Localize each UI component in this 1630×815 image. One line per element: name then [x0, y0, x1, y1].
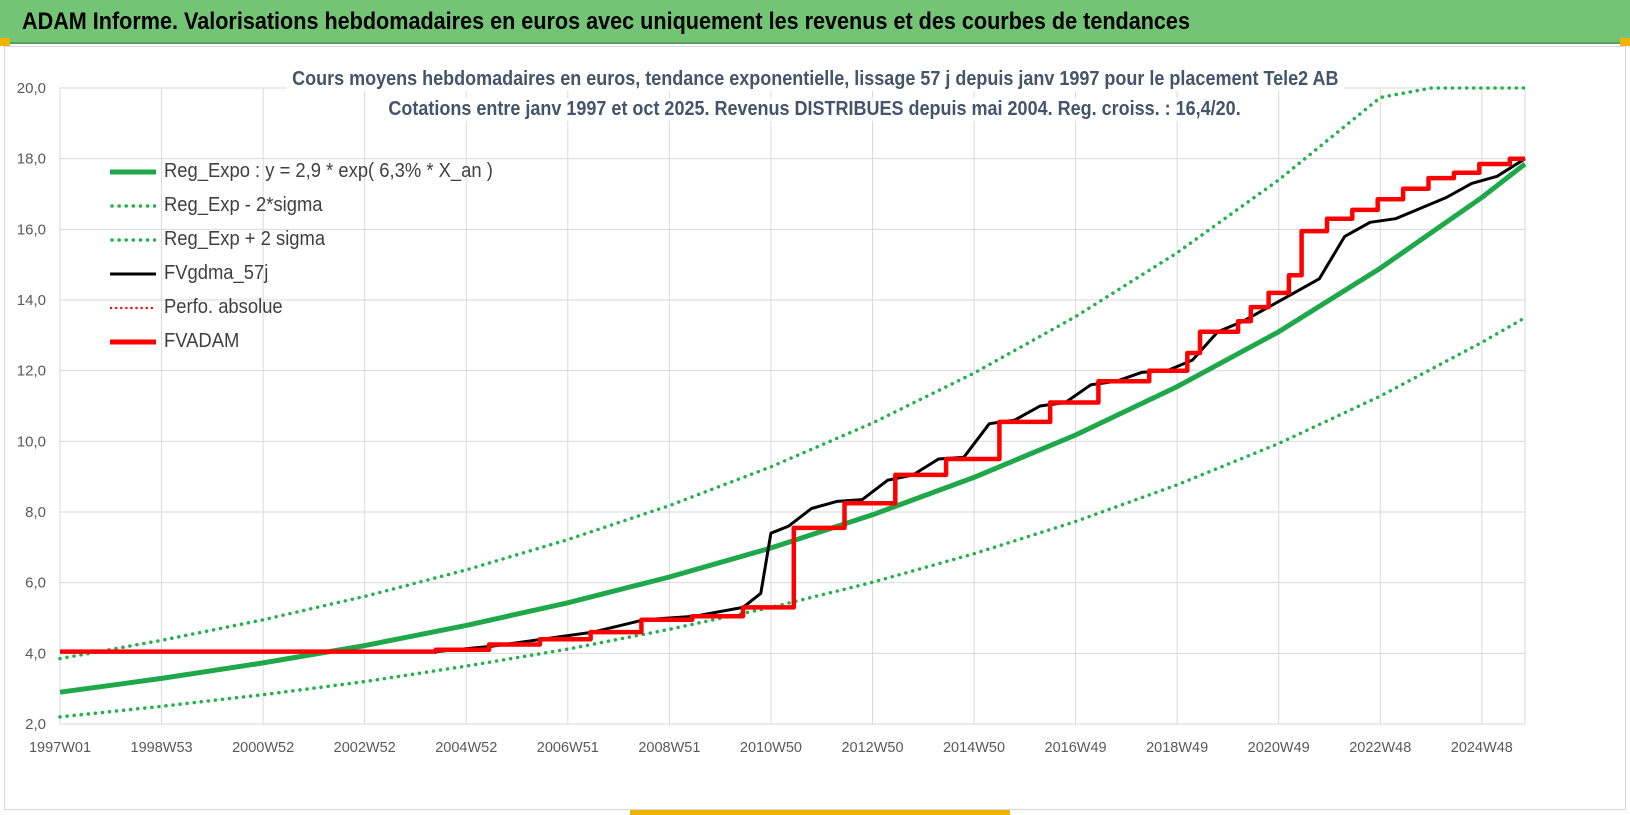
x-tick-label: 2010W50 [740, 740, 802, 756]
legend-swatch-fvgdma [110, 272, 156, 276]
legend-label-fvgdma: FVgdma_57j [164, 262, 269, 284]
legend-label-perfo: Perfo. absolue [164, 296, 283, 318]
legend-label-plus-sigma: Reg_Exp + 2 sigma [164, 228, 326, 250]
x-tick-label: 2008W51 [638, 740, 700, 756]
x-tick-label: 2022W48 [1349, 740, 1411, 756]
x-tick-label: 1997W01 [29, 740, 91, 756]
x-tick-label: 2000W52 [232, 740, 294, 756]
x-tick-label: 2002W52 [334, 740, 396, 756]
chart-title-1-text: Cours moyens hebdomadaires en euros, ten… [286, 68, 1344, 91]
x-tick-label: 2018W49 [1146, 740, 1208, 756]
y-tick-label: 12,0 [17, 363, 46, 380]
x-tick-label: 1998W53 [131, 740, 193, 756]
legend-swatch-minus-sigma [110, 204, 156, 208]
chart-area [4, 46, 1626, 810]
y-tick-label: 8,0 [25, 504, 46, 521]
report-title: ADAM Informe. Valorisations hebdomadaire… [22, 8, 1190, 35]
gridlines [59, 87, 1526, 725]
corner-marker-top-right [1620, 38, 1630, 46]
corner-marker-bottom [630, 809, 1010, 815]
y-tick-label: 18,0 [17, 151, 46, 168]
x-tick-label: 2012W50 [841, 740, 903, 756]
corner-marker-top-left [0, 38, 10, 46]
legend-label-minus-sigma: Reg_Exp - 2*sigma [164, 194, 323, 216]
series-fvadam [60, 156, 1525, 654]
y-tick-label: 14,0 [17, 292, 46, 309]
x-tick-label: 2014W50 [943, 740, 1005, 756]
x-tick-label: 2016W49 [1045, 740, 1107, 756]
legend-label-regexpo: Reg_Expo : y = 2,9 * exp( 6,3% * X_an ) [164, 160, 493, 182]
x-axis-ticks: 1997W01 1998W53 2000W52 2002W52 2004W52 2006W… [29, 740, 1513, 756]
x-tick-label: 2020W49 [1248, 740, 1310, 756]
x-tick-label: 2024W48 [1451, 740, 1513, 756]
report-header: ADAM Informe. Valorisations hebdomadaire… [0, 0, 1630, 44]
x-tick-label: 2006W51 [537, 740, 599, 756]
y-tick-label: 6,0 [25, 575, 46, 592]
chart-series [58, 86, 1527, 719]
y-tick-label: 4,0 [25, 645, 46, 662]
legend-swatch-plus-sigma [110, 238, 156, 242]
chart-title-line-2: Cotations entre janv 1997 et oct 2025. R… [0, 98, 1630, 121]
y-tick-label: 10,0 [17, 433, 46, 450]
x-tick-label: 2004W52 [435, 740, 497, 756]
y-tick-label: 16,0 [17, 221, 46, 238]
legend-swatch-fvadam [110, 339, 156, 345]
series-reg-minus-2sigma [58, 315, 1527, 719]
chart-title-line-1: Cours moyens hebdomadaires en euros, ten… [0, 68, 1630, 91]
series-fvgdma [60, 157, 1526, 654]
series-regexpo [59, 162, 1527, 695]
y-tick-label: 2,0 [25, 716, 46, 733]
legend-label-fvadam: FVADAM [164, 330, 240, 352]
y-tick-label: 20,0 [17, 80, 46, 97]
y-axis-ticks: 2,0 4,0 6,0 8,0 10,0 12,0 14,0 16,0 18,0 20,0 [17, 80, 46, 733]
legend-swatch-perfo [110, 306, 156, 310]
chart-title-2-text: Cotations entre janv 1997 et oct 2025. R… [383, 98, 1247, 121]
legend-swatch-regexpo [110, 169, 156, 175]
